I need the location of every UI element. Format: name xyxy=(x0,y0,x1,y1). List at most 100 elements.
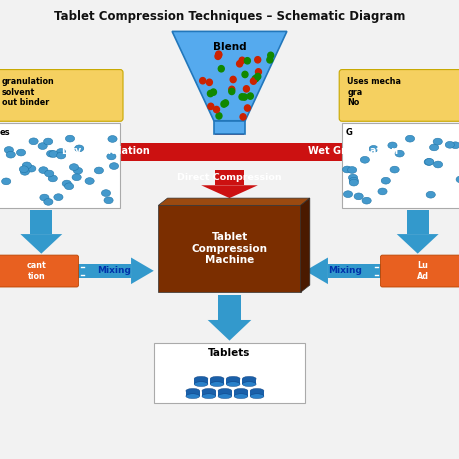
Ellipse shape xyxy=(347,167,357,174)
Ellipse shape xyxy=(186,388,200,393)
Ellipse shape xyxy=(451,142,459,149)
Text: Mixing: Mixing xyxy=(328,266,362,275)
Circle shape xyxy=(200,78,206,84)
Ellipse shape xyxy=(44,198,53,205)
Text: Tablet
Compression
Machine: Tablet Compression Machine xyxy=(191,232,268,265)
Ellipse shape xyxy=(445,141,454,148)
Bar xyxy=(218,295,241,320)
Ellipse shape xyxy=(20,168,29,175)
Ellipse shape xyxy=(62,180,71,187)
Ellipse shape xyxy=(234,394,248,398)
Circle shape xyxy=(208,103,214,110)
Ellipse shape xyxy=(94,167,103,174)
Circle shape xyxy=(236,61,242,67)
Circle shape xyxy=(247,93,253,99)
Text: Lu
Ad: Lu Ad xyxy=(416,261,429,281)
Text: Uses mecha
gra
No: Uses mecha gra No xyxy=(347,77,402,107)
Ellipse shape xyxy=(40,194,49,201)
Circle shape xyxy=(255,56,261,63)
Ellipse shape xyxy=(46,151,56,157)
Bar xyxy=(342,123,459,208)
Ellipse shape xyxy=(194,376,208,381)
Ellipse shape xyxy=(17,149,26,156)
Bar xyxy=(218,391,232,396)
Text: Mixing: Mixing xyxy=(97,266,131,275)
Ellipse shape xyxy=(109,162,118,169)
Bar xyxy=(210,379,224,384)
Polygon shape xyxy=(208,320,252,341)
Polygon shape xyxy=(201,185,258,198)
Circle shape xyxy=(252,76,258,82)
Ellipse shape xyxy=(360,157,369,163)
Bar xyxy=(407,210,429,234)
Bar xyxy=(0,123,120,208)
Polygon shape xyxy=(41,135,94,169)
Ellipse shape xyxy=(342,166,352,173)
FancyBboxPatch shape xyxy=(339,70,459,121)
Ellipse shape xyxy=(66,135,75,142)
Bar xyxy=(328,264,381,278)
Circle shape xyxy=(267,57,273,63)
Bar xyxy=(94,143,365,161)
Circle shape xyxy=(253,75,259,81)
Ellipse shape xyxy=(73,168,83,174)
Ellipse shape xyxy=(69,164,78,170)
Bar xyxy=(234,391,248,396)
Ellipse shape xyxy=(456,176,459,183)
Ellipse shape xyxy=(226,376,240,381)
Text: Tablets: Tablets xyxy=(208,348,251,358)
Circle shape xyxy=(207,90,213,97)
Ellipse shape xyxy=(45,170,54,177)
Bar xyxy=(186,391,200,396)
Ellipse shape xyxy=(210,376,224,381)
Text: es: es xyxy=(0,128,11,137)
Circle shape xyxy=(256,69,262,75)
Ellipse shape xyxy=(38,143,47,150)
Circle shape xyxy=(216,52,222,58)
Ellipse shape xyxy=(343,191,353,197)
Circle shape xyxy=(216,113,222,119)
Circle shape xyxy=(229,86,235,93)
Ellipse shape xyxy=(186,394,200,398)
Ellipse shape xyxy=(39,167,48,174)
Ellipse shape xyxy=(250,394,264,398)
Bar xyxy=(242,379,256,384)
Ellipse shape xyxy=(65,183,74,190)
Ellipse shape xyxy=(349,179,358,186)
Ellipse shape xyxy=(22,162,31,169)
Circle shape xyxy=(213,106,219,112)
Bar xyxy=(214,121,245,134)
Bar xyxy=(226,379,240,384)
Ellipse shape xyxy=(27,165,36,172)
Ellipse shape xyxy=(218,394,232,398)
Circle shape xyxy=(244,58,250,64)
Ellipse shape xyxy=(75,145,84,152)
Circle shape xyxy=(251,78,257,84)
Ellipse shape xyxy=(395,150,404,157)
Ellipse shape xyxy=(1,178,11,185)
Circle shape xyxy=(218,66,224,72)
Text: Tablet Compression Techniques – Schematic Diagram: Tablet Compression Techniques – Schemati… xyxy=(54,10,405,22)
Ellipse shape xyxy=(56,149,66,155)
Ellipse shape xyxy=(226,382,240,386)
Ellipse shape xyxy=(388,142,397,149)
Circle shape xyxy=(242,71,248,78)
Ellipse shape xyxy=(390,166,399,173)
Ellipse shape xyxy=(44,138,53,145)
Ellipse shape xyxy=(381,177,391,184)
Ellipse shape xyxy=(101,190,111,196)
Circle shape xyxy=(216,51,222,57)
Polygon shape xyxy=(131,257,154,284)
Circle shape xyxy=(207,79,213,85)
Ellipse shape xyxy=(218,388,232,393)
FancyBboxPatch shape xyxy=(0,70,123,121)
Circle shape xyxy=(211,89,217,95)
Ellipse shape xyxy=(210,382,224,386)
Ellipse shape xyxy=(424,159,433,165)
Circle shape xyxy=(230,76,236,83)
Ellipse shape xyxy=(242,376,256,381)
FancyBboxPatch shape xyxy=(381,255,459,287)
Ellipse shape xyxy=(433,161,442,168)
Polygon shape xyxy=(397,234,439,254)
Polygon shape xyxy=(20,234,62,254)
